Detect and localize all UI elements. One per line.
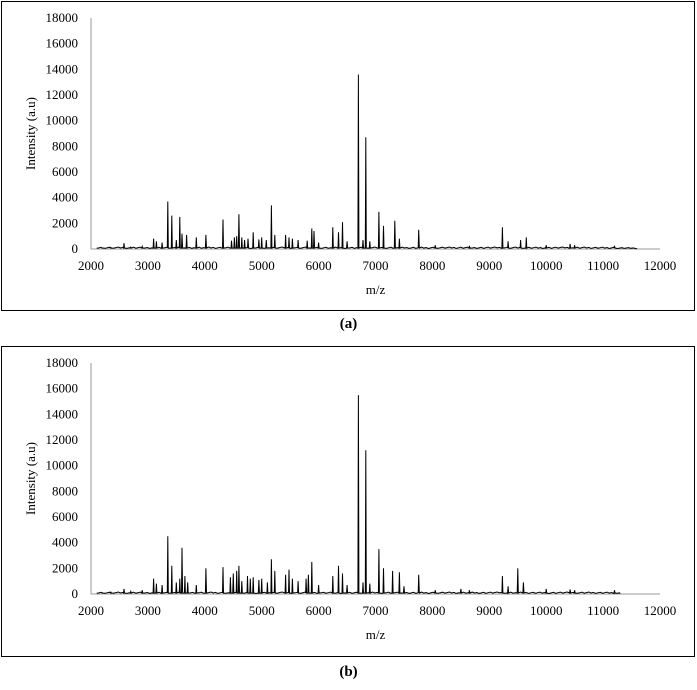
y-tick-label: 0	[72, 586, 79, 601]
y-tick-label: 8000	[52, 483, 78, 498]
y-tick-label: 4000	[52, 535, 78, 550]
x-tick-label: 9000	[476, 258, 502, 273]
x-tick-label: 10000	[530, 603, 563, 618]
x-tick-label: 10000	[530, 258, 563, 273]
y-tick-label: 4000	[52, 190, 78, 205]
x-tick-label: 6000	[306, 258, 332, 273]
y-tick-label: 16000	[46, 36, 79, 51]
x-axis-title: m/z	[366, 282, 386, 297]
chart-panel-a: 0 2000 4000 6000 8000 10000 12000 14000 16000 180…	[1, 1, 695, 311]
y-tick-label: 18000	[46, 355, 79, 370]
spectrum-line	[96, 74, 638, 250]
y-tick-label: 12000	[46, 432, 79, 447]
x-tick-label: 8000	[419, 258, 445, 273]
x-tick-label: 8000	[419, 603, 445, 618]
x-tick-label: 12000	[644, 258, 677, 273]
y-tick-label: 6000	[52, 164, 78, 179]
x-tick-label: 5000	[249, 258, 275, 273]
x-tick-label: 2000	[78, 603, 104, 618]
y-tick-label: 6000	[52, 509, 78, 524]
y-tick-label: 10000	[46, 113, 79, 128]
y-tick-label: 2000	[52, 560, 78, 575]
x-tick-label: 3000	[135, 603, 161, 618]
spectrum-series	[96, 74, 638, 250]
x-tick-label: 6000	[306, 603, 332, 618]
y-tick-label: 12000	[46, 87, 79, 102]
y-tick-label: 16000	[46, 381, 79, 396]
spectrum-series	[96, 395, 621, 595]
x-tick-label: 11000	[587, 603, 619, 618]
y-tick-label: 10000	[46, 458, 79, 473]
x-tick-label: 7000	[363, 603, 389, 618]
x-tick-label: 9000	[476, 603, 502, 618]
spectrum-chart-b: 0 2000 4000 6000 8000 10000 12000 14000 16000 180…	[23, 355, 677, 642]
y-tick-label: 18000	[46, 10, 79, 25]
x-tick-label: 4000	[192, 258, 218, 273]
spectrum-line	[96, 395, 621, 595]
chart-panel-b: 0 2000 4000 6000 8000 10000 12000 14000 16000 180…	[1, 346, 695, 657]
y-tick-label: 14000	[46, 406, 79, 421]
x-tick-label: 12000	[644, 603, 677, 618]
x-tick-label: 3000	[135, 258, 161, 273]
y-tick-label: 8000	[52, 138, 78, 153]
caption-b: (b)	[339, 664, 358, 680]
x-tick-label: 11000	[587, 258, 619, 273]
x-axis-title: m/z	[366, 627, 386, 642]
x-tick-label: 2000	[78, 258, 104, 273]
x-tick-label: 7000	[363, 258, 389, 273]
y-tick-label: 14000	[46, 61, 79, 76]
y-axis-title: Intensity (a.u)	[23, 97, 38, 170]
y-tick-label: 2000	[52, 215, 78, 230]
x-tick-label: 4000	[192, 603, 218, 618]
spectrum-chart-a: 0 2000 4000 6000 8000 10000 12000 14000 16000 180…	[23, 10, 677, 297]
y-tick-label: 0	[72, 241, 79, 256]
x-tick-label: 5000	[249, 603, 275, 618]
y-axis-title: Intensity (a.u)	[23, 442, 38, 515]
caption-a: (a)	[339, 316, 358, 332]
